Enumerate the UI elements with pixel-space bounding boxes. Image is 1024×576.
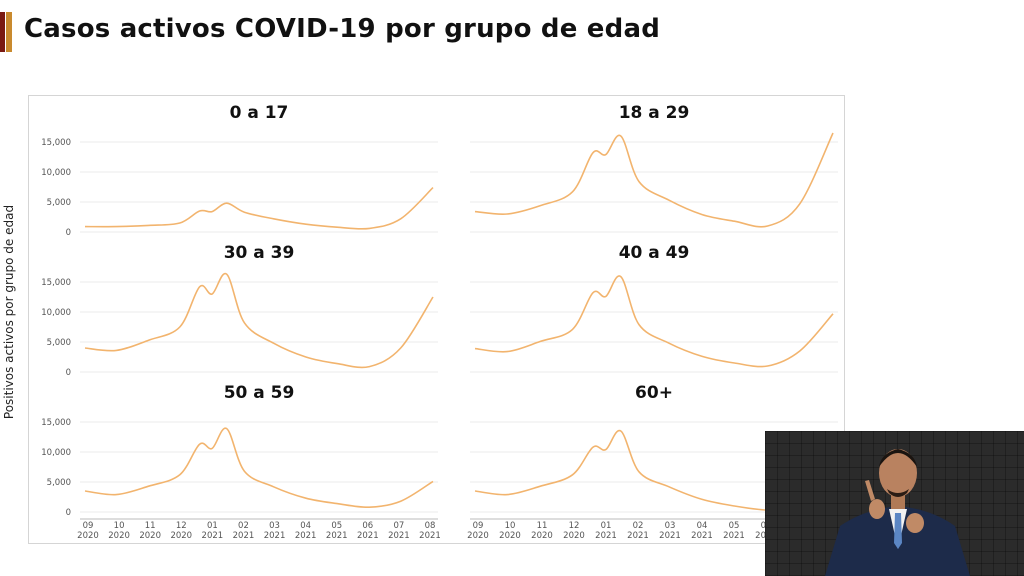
series-line [474,275,834,368]
y-tick-label: 5,000 [47,198,71,208]
panel-4: 40 a 49 [470,243,838,373]
x-tick-month: 03 [665,521,676,531]
x-tick-month: 02 [633,521,644,531]
x-tick-year: 2020 [139,531,161,541]
x-tick-year: 2021 [627,531,649,541]
series-line [474,429,834,512]
x-tick-month: 01 [207,521,218,531]
x-tick-year: 2020 [108,531,130,541]
x-tick-month: 11 [537,521,548,531]
panel-title: 30 a 39 [224,243,295,263]
y-tick-label: 10,000 [41,168,71,178]
x-tick-month: 10 [114,521,125,531]
x-tick-month: 03 [269,521,280,531]
accent-dark-stripe [0,12,5,52]
y-tick-label: 10,000 [41,308,71,318]
sign-language-interpreter-video [765,431,1024,576]
interpreter-figure [825,449,970,576]
x-tick-year: 2020 [467,531,489,541]
x-tick-year: 2021 [419,531,441,541]
x-tick-year: 2021 [595,531,617,541]
x-tick-month: 06 [362,521,373,531]
x-tick-month: 05 [331,521,342,531]
panel-title: 40 a 49 [619,243,690,263]
x-tick-month: 09 [83,521,94,531]
title-accent-bar [0,12,12,52]
x-tick-month: 11 [145,521,156,531]
panel-title: 0 a 17 [230,103,289,123]
x-tick-year: 2021 [388,531,410,541]
x-tick-month: 09 [473,521,484,531]
x-tick-year: 2021 [357,531,379,541]
page-title: Casos activos COVID-19 por grupo de edad [24,14,661,44]
panel-title: 60+ [635,383,673,403]
y-tick-label: 0 [66,228,71,238]
series-line [84,187,434,230]
x-tick-month: 12 [176,521,187,531]
x-tick-year: 2020 [531,531,553,541]
x-tick-month: 04 [300,521,311,531]
x-tick-year: 2021 [691,531,713,541]
panel-title: 50 a 59 [224,383,295,403]
x-tick-year: 2021 [723,531,745,541]
accent-light-stripe [6,12,12,52]
x-tick-year: 2021 [233,531,255,541]
x-tick-year: 2021 [264,531,286,541]
panel-2: 18 a 29 [470,103,838,233]
x-tick-month: 02 [238,521,249,531]
x-tick-year: 2020 [499,531,521,541]
x-tick-year: 2020 [170,531,192,541]
x-tick-year: 2020 [563,531,585,541]
chart-frame [28,95,845,544]
series-line [84,272,434,369]
y-tick-label: 0 [66,368,71,378]
x-tick-year: 2021 [326,531,348,541]
x-tick-year: 2021 [295,531,317,541]
x-tick-year: 2021 [659,531,681,541]
y-tick-label: 0 [66,508,71,518]
x-tick-month: 12 [569,521,580,531]
panel-title: 18 a 29 [619,103,690,123]
y-tick-label: 10,000 [41,448,71,458]
panel-3: 0 5,000 10,000 15,000 30 a 39 [41,243,438,378]
y-tick-label: 5,000 [47,478,71,488]
x-tick-month: 01 [601,521,612,531]
series-line [84,427,434,509]
x-tick-month: 08 [425,521,436,531]
x-tick-month: 04 [697,521,708,531]
y-tick-label: 15,000 [41,278,71,288]
x-tick-year: 2021 [202,531,224,541]
y-tick-label: 15,000 [41,418,71,428]
panel-1: 0 5,000 10,000 15,000 0 a 17 [41,103,438,238]
x-tick-month: 05 [729,521,740,531]
series-line [474,132,834,228]
x-tick-month: 07 [393,521,404,531]
y-tick-label: 15,000 [41,138,71,148]
x-tick-year: 2020 [77,531,99,541]
x-tick-month: 10 [505,521,516,531]
y-tick-label: 5,000 [47,338,71,348]
